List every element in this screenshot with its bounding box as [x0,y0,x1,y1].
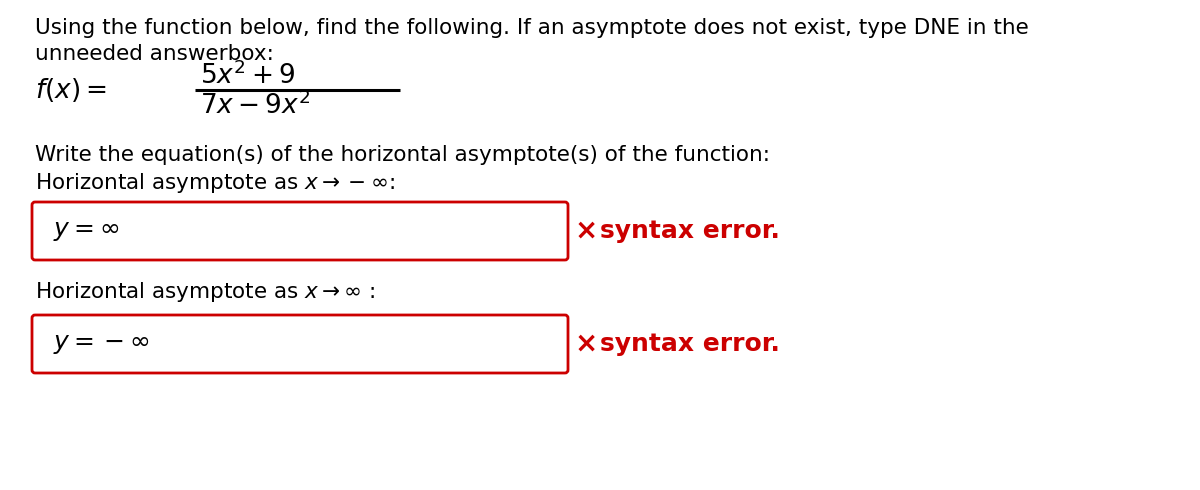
Text: $y = \infty$: $y = \infty$ [53,219,119,243]
FancyBboxPatch shape [32,202,568,260]
Text: $f(x) =$: $f(x) =$ [35,76,107,104]
Text: syntax error.: syntax error. [600,219,780,243]
Text: Write the equation(s) of the horizontal asymptote(s) of the function:: Write the equation(s) of the horizontal … [35,145,770,165]
Text: unneeded answerbox:: unneeded answerbox: [35,44,274,64]
Text: ×: × [575,217,599,245]
Text: $5x^2 + 9$: $5x^2 + 9$ [200,62,295,90]
Text: Using the function below, find the following. If an asymptote does not exist, ty: Using the function below, find the follo… [35,18,1028,38]
Text: syntax error.: syntax error. [600,332,780,356]
Text: ×: × [575,330,599,358]
Text: Horizontal asymptote as $x \rightarrow \infty$ :: Horizontal asymptote as $x \rightarrow \… [35,280,376,304]
Text: $7x - 9x^2$: $7x - 9x^2$ [200,92,311,120]
FancyBboxPatch shape [32,315,568,373]
Text: Horizontal asymptote as $x \rightarrow -\infty$:: Horizontal asymptote as $x \rightarrow -… [35,171,395,195]
Text: $y = -\infty$: $y = -\infty$ [53,332,150,356]
